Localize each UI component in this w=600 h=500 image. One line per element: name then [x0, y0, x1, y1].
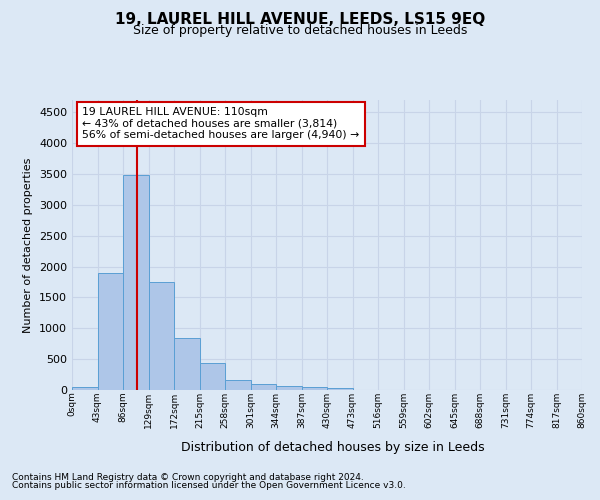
Text: Contains public sector information licensed under the Open Government Licence v3: Contains public sector information licen…: [12, 481, 406, 490]
Bar: [97, 273, 123, 390]
Text: Distribution of detached houses by size in Leeds: Distribution of detached houses by size …: [181, 441, 485, 454]
Bar: [123, 176, 149, 390]
Text: Contains HM Land Registry data © Crown copyright and database right 2024.: Contains HM Land Registry data © Crown c…: [12, 472, 364, 482]
Y-axis label: Number of detached properties: Number of detached properties: [23, 158, 34, 332]
Bar: [276, 386, 302, 390]
Bar: [174, 338, 199, 390]
Bar: [199, 362, 225, 390]
Text: Size of property relative to detached houses in Leeds: Size of property relative to detached ho…: [133, 24, 467, 37]
Bar: [327, 388, 353, 390]
Text: 19, LAUREL HILL AVENUE, LEEDS, LS15 9EQ: 19, LAUREL HILL AVENUE, LEEDS, LS15 9EQ: [115, 12, 485, 28]
Bar: [72, 387, 97, 390]
Bar: [302, 386, 327, 390]
Bar: [149, 282, 174, 390]
Bar: [225, 380, 251, 390]
Text: 19 LAUREL HILL AVENUE: 110sqm
← 43% of detached houses are smaller (3,814)
56% o: 19 LAUREL HILL AVENUE: 110sqm ← 43% of d…: [82, 108, 359, 140]
Bar: [251, 384, 276, 390]
